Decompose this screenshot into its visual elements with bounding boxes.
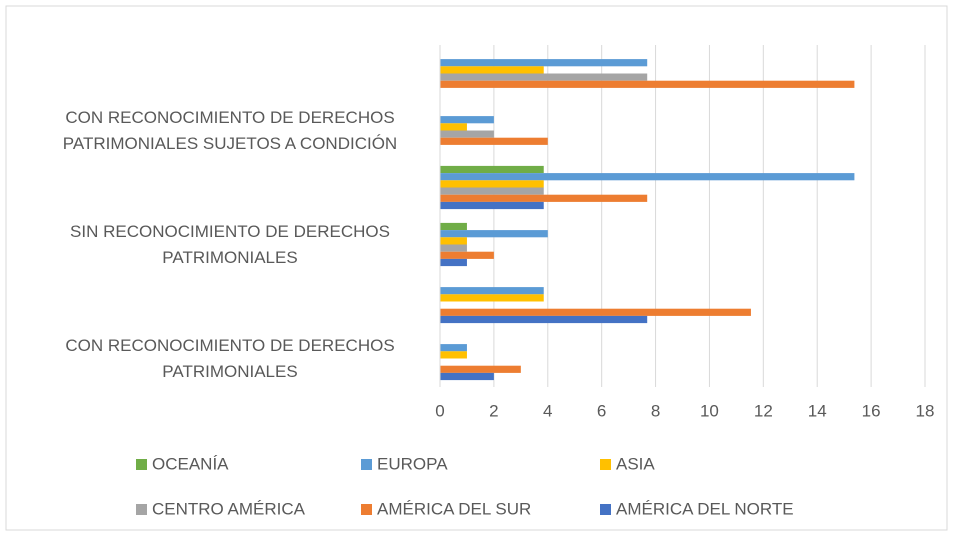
bar [440,294,544,302]
legend-label: ASIA [616,454,655,473]
bar [440,372,494,381]
legend-label: AMÉRICA DEL NORTE [616,499,794,518]
bar [440,237,467,245]
chart-border [5,5,948,531]
bar [440,80,855,88]
bar [440,66,544,74]
legend-label: OCEANÍA [152,454,229,473]
legend-label: EUROPA [377,454,448,473]
bar [440,130,494,138]
bar [440,244,467,252]
legend-label: CENTRO AMÉRICA [152,499,306,518]
bar [440,287,544,295]
x-tick-label: 2 [489,401,498,420]
bar [440,315,648,324]
legend-swatch [136,459,147,470]
y-tick-label: CON RECONOCIMIENTO DE DERECHOS PATRIMONI… [62,107,398,153]
legend-swatch [361,504,372,515]
bar [440,251,494,259]
legend-swatch [136,504,147,515]
bar [440,230,548,238]
bar [440,116,494,124]
bar [440,351,467,359]
bar [440,308,751,316]
x-tick-label: 18 [916,401,935,420]
bar [440,365,521,373]
legend-swatch [600,504,611,515]
bar [440,194,648,202]
bar [440,137,548,145]
bar [440,73,648,81]
x-tick-label: 8 [651,401,660,420]
x-tick-label: 4 [543,401,552,420]
bar [440,59,648,67]
legend-swatch [361,459,372,470]
bar [440,187,544,195]
x-tick-label: 16 [862,401,881,420]
legend-swatch [600,459,611,470]
x-tick-label: 0 [435,401,444,420]
x-tick-label: 12 [754,401,773,420]
bar [440,165,544,174]
bar [440,222,467,231]
y-tick-label: CON RECONOCIMIENTO DE DERECHOS PATRIMONI… [65,335,395,381]
bar [440,180,544,188]
bar [440,123,467,131]
x-tick-label: 6 [597,401,606,420]
bar [440,344,467,352]
x-tick-label: 10 [700,401,719,420]
bar [440,258,467,267]
bar [440,173,855,181]
bar [440,201,544,210]
x-tick-label: 14 [808,401,827,420]
y-tick-label: SIN RECONOCIMIENTO DE DERECHOS PATRIMONI… [70,221,390,267]
legend-label: AMÉRICA DEL SUR [377,499,531,518]
